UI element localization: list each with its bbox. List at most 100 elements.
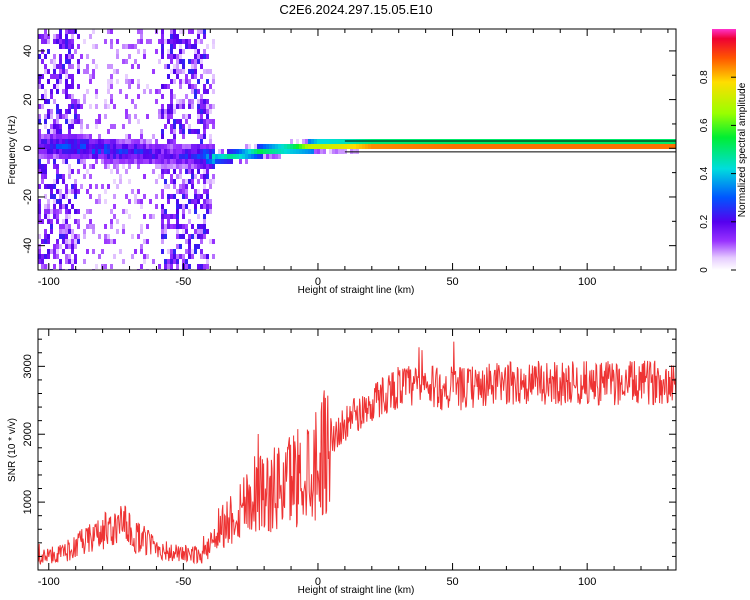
heatmap-cell bbox=[128, 164, 131, 169]
heatmap-cell bbox=[203, 264, 206, 269]
heatmap-cell bbox=[185, 159, 188, 164]
heatmap-cell bbox=[554, 139, 557, 144]
heatmap-cell bbox=[194, 44, 197, 49]
heatmap-cell bbox=[107, 89, 110, 94]
heatmap-cell bbox=[302, 144, 305, 149]
heatmap-cell bbox=[203, 29, 206, 34]
heatmap-cell bbox=[212, 149, 215, 154]
heatmap-cell bbox=[203, 174, 206, 179]
heatmap-cell bbox=[92, 149, 95, 154]
heatmap-cell bbox=[587, 144, 590, 149]
heatmap-cell bbox=[134, 104, 137, 109]
heatmap-cell bbox=[194, 64, 197, 69]
heatmap-cell bbox=[170, 104, 173, 109]
heatmap-cell bbox=[173, 194, 176, 199]
heatmap-cell bbox=[194, 189, 197, 194]
heatmap-cell bbox=[38, 84, 41, 89]
heatmap-cell bbox=[191, 154, 194, 159]
heatmap-cell bbox=[92, 224, 95, 229]
heatmap-cell bbox=[125, 59, 128, 64]
heatmap-cell bbox=[62, 114, 65, 119]
heatmap-cell bbox=[452, 139, 455, 144]
heatmap-cell bbox=[158, 154, 161, 159]
heatmap-cell bbox=[137, 64, 140, 69]
colorbar: 00.20.40.60.8 Normalized spectral amplit… bbox=[699, 29, 748, 273]
heatmap-cell bbox=[137, 29, 140, 34]
heatmap-cell bbox=[44, 69, 47, 74]
heatmap-cell bbox=[230, 154, 233, 159]
heatmap-cell bbox=[98, 139, 101, 144]
heatmap-cell bbox=[347, 139, 350, 144]
heatmap-cell bbox=[47, 199, 50, 204]
heatmap-cell bbox=[53, 254, 56, 259]
heatmap-cell bbox=[170, 264, 173, 269]
heatmap-cell bbox=[161, 239, 164, 244]
heatmap-cell bbox=[47, 139, 50, 144]
heatmap-cell bbox=[110, 144, 113, 149]
heatmap-cell bbox=[41, 49, 44, 54]
heatmap-cell bbox=[485, 144, 488, 149]
heatmap-cell bbox=[167, 184, 170, 189]
heatmap-cell bbox=[116, 144, 119, 149]
heatmap-cell bbox=[146, 39, 149, 44]
heatmap-cell bbox=[149, 149, 152, 154]
heatmap-cell bbox=[197, 194, 200, 199]
heatmap-cell bbox=[47, 239, 50, 244]
heatmap-cell bbox=[128, 159, 131, 164]
heatmap-cell bbox=[47, 149, 50, 154]
heatmap-cell bbox=[110, 94, 113, 99]
heatmap-cell bbox=[59, 74, 62, 79]
heatmap-cell bbox=[41, 149, 44, 154]
heatmap-cell bbox=[161, 169, 164, 174]
heatmap-cell bbox=[38, 74, 41, 79]
heatmap-cell bbox=[176, 259, 179, 264]
heatmap-cell bbox=[179, 54, 182, 59]
heatmap-cell bbox=[44, 234, 47, 239]
heatmap-cell bbox=[197, 104, 200, 109]
heatmap-cell bbox=[602, 144, 605, 149]
heatmap-cell bbox=[38, 144, 41, 149]
heatmap-cell bbox=[56, 74, 59, 79]
heatmap-cell bbox=[410, 139, 413, 144]
x-tick-label: 100 bbox=[578, 276, 596, 288]
colorbar-gradient bbox=[712, 29, 736, 270]
heatmap-cell bbox=[98, 119, 101, 124]
heatmap-cell bbox=[65, 94, 68, 99]
heatmap-cell bbox=[44, 184, 47, 189]
heatmap-cell bbox=[509, 144, 512, 149]
heatmap-cell bbox=[134, 139, 137, 144]
heatmap-cell bbox=[110, 39, 113, 44]
heatmap-cell bbox=[44, 54, 47, 59]
heatmap-cell bbox=[38, 114, 41, 119]
heatmap-cell bbox=[371, 139, 374, 144]
heatmap-cell bbox=[179, 244, 182, 249]
heatmap-cell bbox=[44, 134, 47, 139]
heatmap-cell bbox=[161, 224, 164, 229]
heatmap-cell bbox=[401, 144, 404, 149]
heatmap-cell bbox=[44, 169, 47, 174]
heatmap-cell bbox=[473, 144, 476, 149]
heatmap-cell bbox=[479, 144, 482, 149]
spectrogram-y-label: Frequency (Hz) bbox=[7, 116, 18, 185]
heatmap-cell bbox=[338, 144, 341, 149]
heatmap-cell bbox=[125, 139, 128, 144]
heatmap-cell bbox=[191, 254, 194, 259]
heatmap-cell bbox=[194, 194, 197, 199]
heatmap-cell bbox=[647, 144, 650, 149]
heatmap-cell bbox=[185, 149, 188, 154]
heatmap-cell bbox=[455, 144, 458, 149]
heatmap-cell bbox=[509, 139, 512, 144]
heatmap-cell bbox=[140, 159, 143, 164]
heatmap-cell bbox=[200, 94, 203, 99]
heatmap-cell bbox=[98, 144, 101, 149]
heatmap-cell bbox=[56, 104, 59, 109]
heatmap-cell bbox=[179, 79, 182, 84]
heatmap-cell bbox=[176, 229, 179, 234]
heatmap-cell bbox=[389, 139, 392, 144]
heatmap-cell bbox=[140, 249, 143, 254]
heatmap-cell bbox=[170, 144, 173, 149]
heatmap-cell bbox=[650, 144, 653, 149]
colorbar-ticks: 00.20.40.60.8 bbox=[699, 70, 736, 273]
heatmap-cell bbox=[104, 234, 107, 239]
heatmap-cell bbox=[170, 59, 173, 64]
